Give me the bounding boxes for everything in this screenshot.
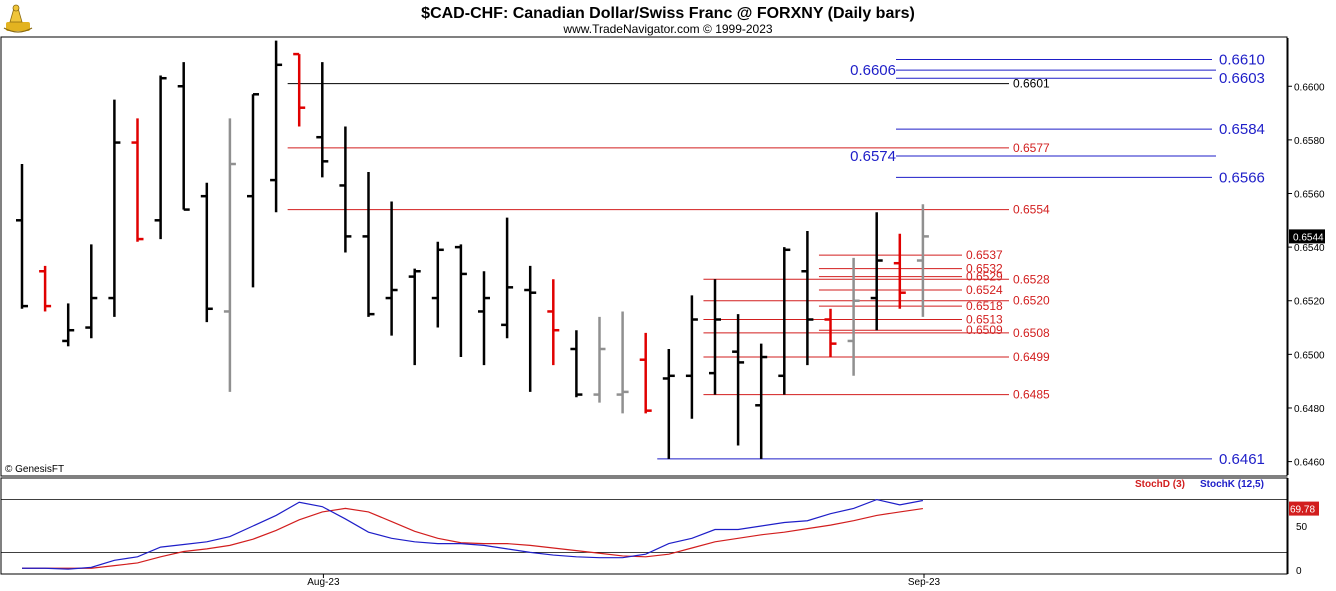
ohlc-bar-15 [362, 172, 375, 317]
price-tick-label-3: 0.6520 [1294, 297, 1325, 308]
level-label-20: 0.6485 [1013, 388, 1050, 402]
ohlc-bar-11 [270, 40, 283, 213]
ohlc-bar-0 [16, 164, 28, 309]
date-axis: Aug-23 Sep-23 [307, 574, 941, 588]
stoch-tick-label-1: 0 [1296, 566, 1302, 577]
ohlc-bar-23 [547, 279, 560, 366]
stochastic-lines [1, 498, 1288, 570]
ohlc-bar-28 [662, 348, 675, 459]
level-label-12: 0.6528 [1013, 272, 1050, 286]
level-label-17: 0.6509 [966, 323, 1003, 337]
level-label-4: 0.6584 [1219, 121, 1265, 138]
chart-title: $CAD-CHF: Canadian Dollar/Swiss Franc @ … [421, 5, 915, 22]
level-label-9: 0.6537 [966, 248, 1003, 262]
date-label-0: Aug-23 [307, 577, 340, 588]
level-label-10: 0.6532 [966, 262, 1003, 276]
chart-subtitle: www.TradeNavigator.com © 1999-2023 [562, 22, 772, 36]
ohlc-bar-29 [685, 295, 698, 419]
ohlc-bar-26 [616, 311, 629, 414]
ohlc-bar-18 [431, 241, 444, 328]
date-label-1: Sep-23 [908, 577, 941, 588]
price-tick-label-1: 0.6480 [1294, 404, 1325, 415]
ohlc-bar-16 [385, 201, 398, 336]
level-label-1: 0.6606 [850, 62, 896, 79]
level-label-13: 0.6524 [966, 283, 1003, 297]
price-tick-label-7: 0.6600 [1294, 82, 1325, 93]
stoch-tick-label-0: 50 [1296, 522, 1308, 533]
stoch-series-0 [22, 507, 923, 569]
ohlc-bar-2 [62, 303, 75, 347]
ohlc-bar-13 [316, 62, 329, 178]
ohlc-bar-34 [801, 231, 814, 366]
ohlc-bar-27 [639, 332, 652, 414]
price-tick-label-5: 0.6560 [1294, 189, 1325, 200]
level-label-2: 0.6603 [1219, 70, 1265, 87]
level-label-0: 0.6610 [1219, 51, 1265, 68]
ohlc-bar-6 [154, 75, 167, 240]
price-tick-label-0: 0.6460 [1294, 458, 1325, 469]
legend-stochk: StochK (12,5) [1200, 479, 1264, 490]
ohlc-bar-21 [501, 217, 514, 339]
ohlc-bar-24 [570, 330, 583, 398]
level-label-7: 0.6566 [1219, 169, 1265, 186]
ohlc-bar-36 [847, 257, 860, 376]
price-tick-label-4: 0.6540 [1294, 243, 1325, 254]
level-label-11: 0.6529 [966, 270, 1003, 284]
ohlc-bar-22 [524, 265, 537, 392]
level-label-6: 0.6574 [850, 148, 896, 165]
ohlc-bar-39 [916, 204, 929, 317]
price-tick-label-6: 0.6580 [1294, 136, 1325, 147]
ohlc-bar-10 [247, 93, 259, 288]
ohlc-bar-7 [177, 62, 190, 211]
ohlc-bar-31 [732, 314, 745, 446]
ohlc-bar-14 [339, 126, 352, 253]
ohlc-bar-9 [223, 118, 236, 392]
ohlc-bar-30 [709, 279, 721, 395]
ohlc-bar-17 [408, 268, 421, 366]
ohlc-bar-3 [85, 244, 98, 339]
price-tick-label-2: 0.6500 [1294, 350, 1325, 361]
price-axis: 0.6460 0.6480 0.6500 0.6520 0.6540 0.6560 0.65… [1287, 38, 1325, 475]
ohlc-bar-20 [478, 271, 490, 366]
ohlc-bar-8 [200, 182, 213, 323]
price-bars [16, 40, 929, 459]
level-label-21: 0.6461 [1219, 451, 1265, 468]
ohlc-bar-35 [824, 308, 837, 358]
ohlc-bar-12 [293, 52, 306, 127]
level-label-3: 0.6601 [1013, 77, 1050, 91]
stoch-last-label: 69.78 [1290, 505, 1315, 516]
legend-stochd: StochD (3) [1135, 479, 1185, 490]
price-panel-frame [0, 36, 1288, 477]
level-label-18: 0.6508 [1013, 326, 1050, 340]
level-label-19: 0.6499 [1013, 350, 1050, 364]
ohlc-bar-25 [593, 316, 606, 403]
level-label-5: 0.6577 [1013, 141, 1050, 155]
last-price-label: 0.6544 [1293, 232, 1324, 243]
stoch-last-badge [1289, 501, 1319, 516]
copyright-label: © GenesisFT [5, 464, 64, 475]
ohlc-bar-19 [454, 244, 467, 358]
ohlc-bar-1 [39, 265, 52, 312]
level-label-14: 0.6520 [1013, 294, 1050, 308]
last-price-badge [1289, 229, 1325, 244]
ohlc-bar-38 [893, 233, 906, 309]
ohlc-bar-5 [131, 118, 144, 242]
level-label-8: 0.6554 [1013, 203, 1050, 217]
ohlc-bar-33 [778, 247, 791, 395]
level-label-16: 0.6513 [966, 313, 1003, 327]
ohlc-bar-4 [108, 99, 121, 317]
level-label-15: 0.6518 [966, 299, 1003, 313]
logo-icon [3, 4, 33, 33]
ohlc-bar-37 [870, 212, 883, 331]
ohlc-bar-32 [755, 343, 768, 459]
stochastic-axis: 50 0 69.78 [1287, 478, 1319, 577]
stochastic-panel-frame [0, 477, 1288, 575]
stoch-series-1 [22, 498, 924, 570]
